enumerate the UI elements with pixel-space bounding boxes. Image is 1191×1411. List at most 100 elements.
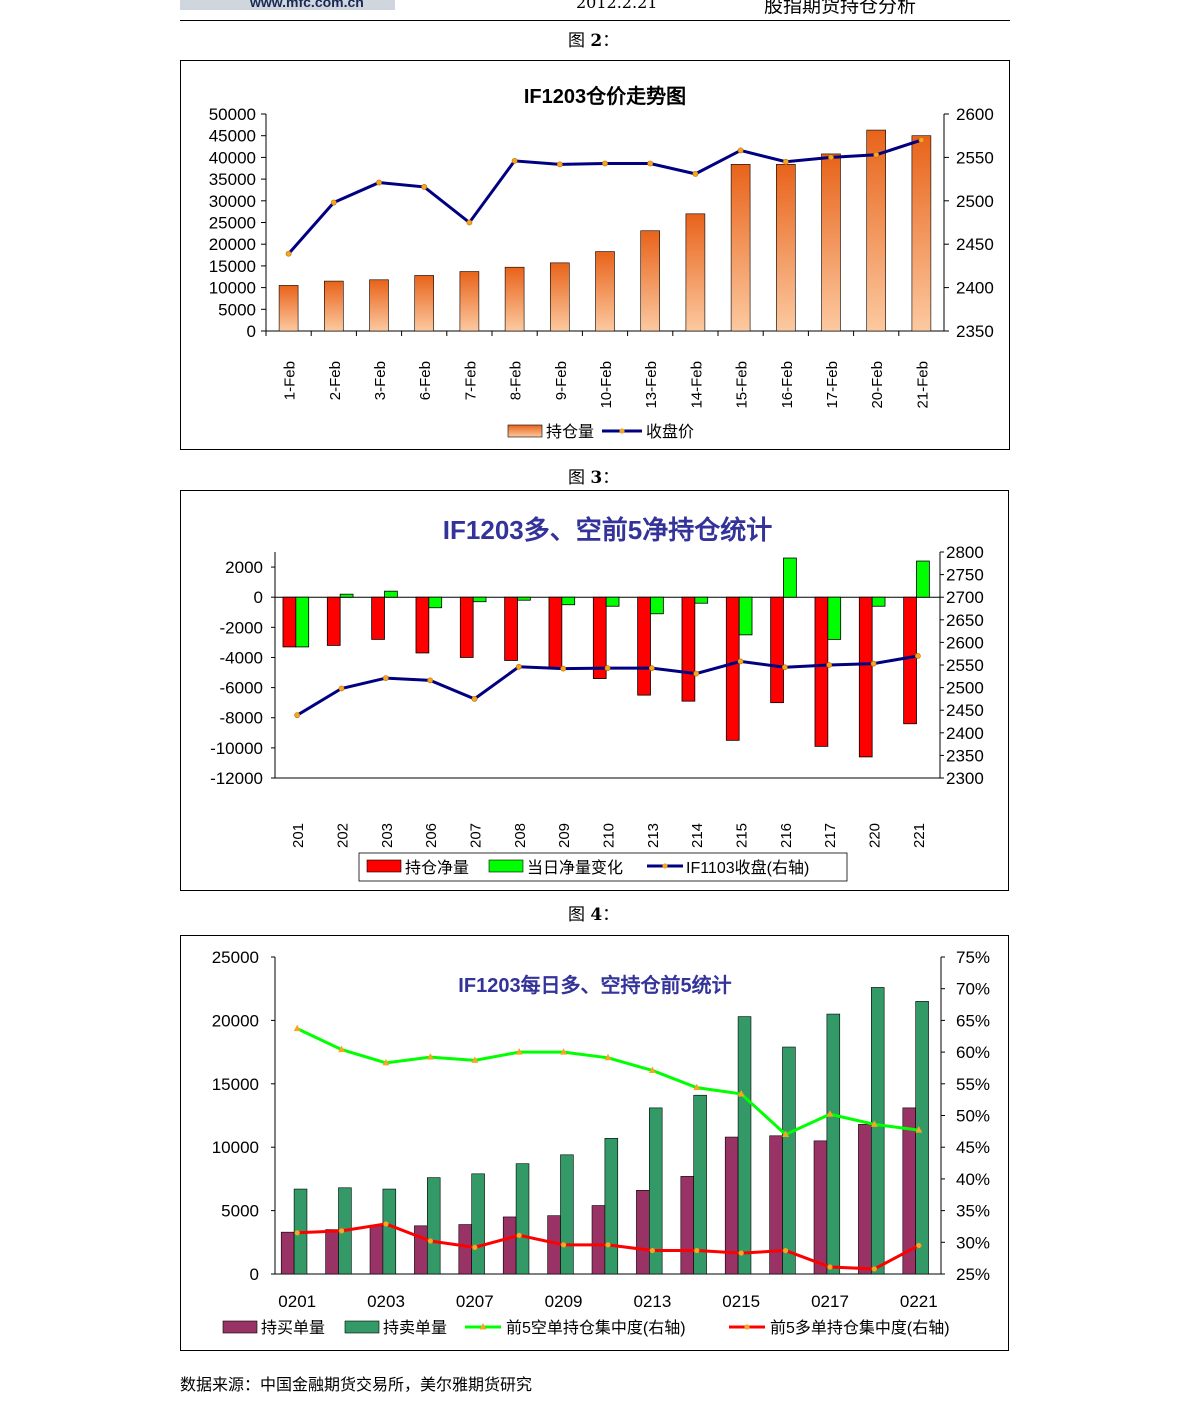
header-date: 2012.2.21 [576, 0, 658, 12]
x-tick-label: 213 [645, 823, 662, 848]
chart-legend: 持仓净量 当日净量变化 IF1103收盘(右轴) [358, 852, 848, 882]
bar-net-position [371, 596, 385, 640]
if1103-close-point [427, 677, 434, 684]
bar-sell-volume [426, 1177, 441, 1275]
x-tick-label: 6-Feb [417, 361, 434, 400]
short-concentration-point [737, 1089, 745, 1097]
bar-daily-net-change [738, 596, 753, 636]
figure-label-2: 图 2： [568, 26, 619, 51]
bar-holding-volume [414, 275, 434, 332]
bar-holding-volume [459, 271, 480, 332]
x-tick-label: 214 [689, 823, 706, 848]
y-right-tick-label: 2600 [946, 633, 984, 652]
y-left-tick-label: 35000 [209, 170, 256, 189]
bar-daily-net-change [783, 557, 797, 598]
y-left-tick-label: 15000 [212, 1075, 259, 1094]
y-left-tick-label: -4000 [220, 648, 263, 667]
long-concentration-point [516, 1232, 522, 1238]
bar-buy-volume [325, 1229, 339, 1275]
legend-marker [744, 1324, 750, 1330]
legend-swatch-net-position [366, 859, 402, 873]
x-tick-label: 221 [911, 823, 928, 848]
y-left-tick-label: -2000 [220, 618, 263, 637]
short-concentration-point [826, 1110, 834, 1117]
x-tick-label: 7-Feb [462, 361, 479, 400]
x-tick-label: 14-Feb [688, 361, 705, 409]
close-price-point [285, 250, 292, 257]
bar-buy-volume [813, 1140, 828, 1275]
bar-net-position [415, 596, 430, 654]
figure-label-suffix: ： [602, 468, 620, 488]
source-note: 数据来源：中国金融期货交易所，美尔雅期货研究 [180, 1375, 533, 1394]
bar-holding-volume [324, 280, 344, 332]
close-price-point [511, 157, 518, 164]
y-left-tick-label: 20000 [212, 1011, 259, 1030]
bar-daily-net-change [428, 596, 443, 609]
chart-title: IF1203每日多、空持仓前5统计 [458, 973, 731, 997]
x-tick-label: 208 [512, 823, 529, 848]
y-left-tick-label: 30000 [209, 192, 256, 211]
if1103-close-point [737, 658, 744, 665]
bar-holding-volume [911, 135, 932, 332]
y-right-tick-label: 25% [956, 1265, 990, 1284]
bar-daily-net-change [561, 596, 576, 606]
bar-holding-volume [685, 213, 706, 332]
long-concentration-point [738, 1250, 744, 1256]
bar-sell-volume [870, 987, 885, 1275]
close-price-point [782, 158, 789, 165]
legend-label: 前5空单持仓集中度(右轴) [506, 1319, 686, 1337]
short-concentration-point [648, 1066, 656, 1073]
legend-label: 当日净量变化 [527, 859, 623, 877]
x-tick-label: 0215 [722, 1292, 760, 1311]
bar-buy-volume [280, 1231, 295, 1275]
bar-daily-net-change [871, 596, 886, 607]
x-tick-label: 16-Feb [779, 361, 796, 409]
short-concentration-point [560, 1048, 568, 1055]
x-tick-label: 215 [734, 823, 751, 848]
x-tick-label: 0203 [367, 1292, 405, 1311]
bar-buy-volume [591, 1205, 606, 1275]
figure-label-number: 3 [590, 468, 603, 488]
if1103-close-point [693, 670, 700, 677]
figure-label-suffix: ： [602, 31, 620, 51]
legend-swatch-holding-volume [507, 424, 543, 438]
bar-sell-volume [737, 1016, 752, 1275]
long-concentration-point [694, 1247, 700, 1254]
long-concentration-point [649, 1247, 655, 1254]
chart-title: IF1203仓价走势图 [524, 84, 686, 108]
legend-marker [662, 863, 668, 869]
x-tick-label: 0207 [456, 1292, 494, 1311]
y-right-tick-label: 2650 [946, 611, 984, 630]
y-right-tick-label: 65% [956, 1011, 990, 1030]
x-tick-label: 207 [468, 823, 485, 848]
y-left-tick-label: 10000 [209, 279, 256, 298]
short-concentration-point [604, 1053, 612, 1061]
y-right-tick-label: 2750 [946, 566, 984, 585]
x-tick-label: 206 [423, 823, 440, 848]
x-tick-label: 20-Feb [869, 361, 886, 409]
x-tick-label: 209 [556, 823, 573, 848]
bar-daily-net-change [472, 596, 487, 603]
y-right-tick-label: 55% [956, 1075, 990, 1094]
bar-buy-volume [858, 1124, 872, 1275]
x-tick-label: 220 [867, 823, 884, 848]
figure-label-3: 图 3： [568, 463, 619, 488]
bar-holding-volume [278, 285, 299, 332]
bar-net-position [814, 596, 829, 747]
long-concentration-point [561, 1242, 567, 1248]
short-concentration-point [515, 1048, 523, 1055]
y-right-tick-label: 2350 [956, 322, 994, 341]
long-concentration-point [383, 1221, 389, 1227]
y-right-tick-label: 2550 [956, 148, 994, 167]
long-concentration-point [339, 1228, 345, 1234]
bar-holding-volume [550, 262, 570, 332]
long-concentration-point [783, 1247, 789, 1254]
if1103-close-point [560, 665, 567, 672]
figure-label-suffix: ： [602, 905, 620, 925]
legend-label: 持卖单量 [383, 1319, 447, 1337]
bar-sell-volume [382, 1188, 397, 1275]
bar-daily-net-change [384, 590, 398, 598]
y-left-tick-label: -6000 [220, 679, 263, 698]
legend-marker [479, 1323, 487, 1330]
if1103-close-point [338, 685, 345, 692]
